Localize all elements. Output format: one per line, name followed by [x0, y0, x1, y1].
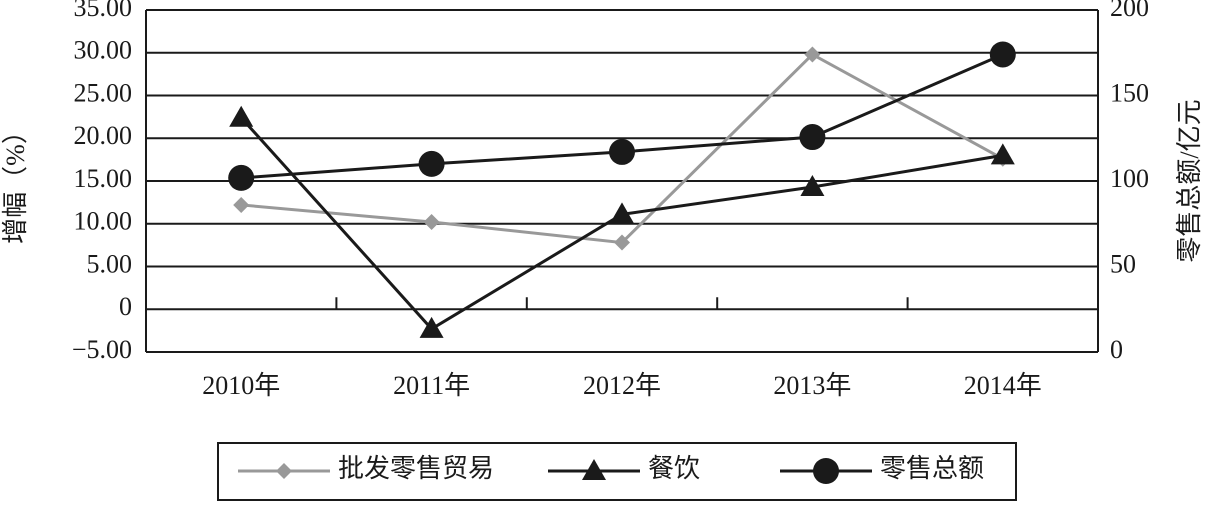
x-tick-label: 2012年: [583, 371, 661, 400]
point: [614, 234, 630, 251]
point: [610, 202, 634, 224]
y-tick-label: 15.00: [74, 164, 133, 193]
point: [419, 316, 444, 338]
legend-label: 批发零售贸易: [338, 454, 494, 483]
point: [228, 164, 255, 191]
y2-axis-label: 零售总额/亿元: [1175, 99, 1204, 262]
point: [990, 143, 1015, 165]
point: [799, 124, 826, 151]
x-tick-label: 2011年: [393, 371, 470, 400]
point: [418, 150, 445, 177]
point: [233, 196, 250, 213]
y2-tick-label: 200: [1110, 0, 1149, 22]
y-tick-label: 25.00: [74, 78, 133, 107]
point: [804, 46, 821, 63]
x-tick-label: 2013年: [773, 371, 851, 400]
y-tick-label: 30.00: [74, 36, 133, 65]
point: [800, 174, 825, 196]
point: [423, 214, 440, 231]
legend-box: [217, 442, 1017, 501]
legend-label: 零售总额: [880, 454, 984, 483]
y-tick-label: 5.00: [87, 249, 133, 278]
point: [609, 138, 635, 165]
point: [229, 105, 254, 127]
x-tick-label: 2014年: [964, 371, 1042, 400]
y-tick-label: 0: [119, 292, 132, 321]
y2-tick-label: 150: [1110, 78, 1149, 107]
y-tick-label: 10.00: [74, 207, 133, 236]
legend-marker: [582, 459, 606, 480]
point: [989, 41, 1016, 68]
y-axis-label: 增幅（%）: [1, 118, 30, 244]
y2-tick-label: 100: [1110, 164, 1149, 193]
y-tick-label: 35.00: [74, 0, 133, 22]
y2-tick-label: 0: [1110, 335, 1123, 364]
x-tick-label: 2010年: [202, 371, 280, 400]
y2-tick-label: 50: [1110, 249, 1136, 278]
legend-label: 餐饮: [648, 454, 700, 483]
legend-marker: [813, 458, 839, 484]
y-tick-label: 20.00: [74, 121, 133, 150]
legend-marker: [276, 463, 292, 479]
y-tick-label: −5.00: [72, 335, 132, 364]
